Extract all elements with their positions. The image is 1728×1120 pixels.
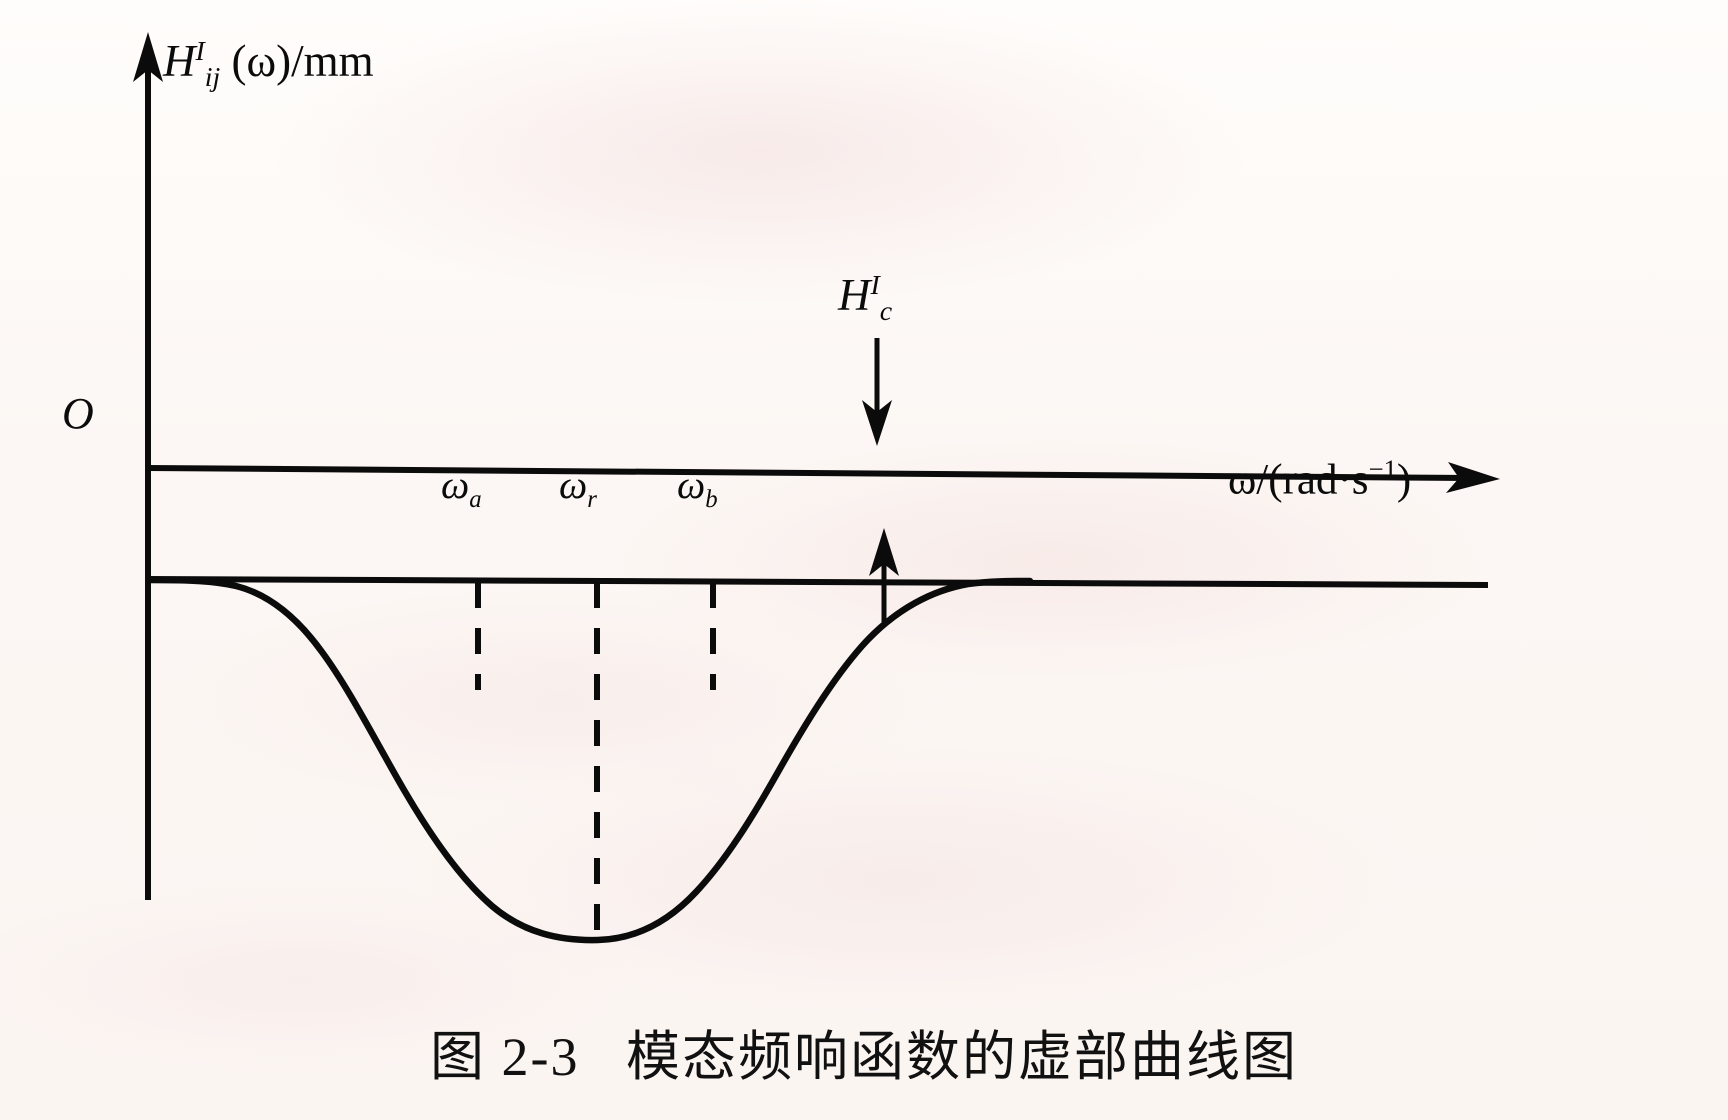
x-axis-label-tail: ) (1396, 456, 1412, 504)
x-axis-label-main: ω/(rad·s (1228, 456, 1369, 504)
y-axis-label-tail: (ω)/mm (220, 36, 374, 86)
origin-label: O (62, 389, 94, 438)
omega-a-sub: a (469, 486, 482, 513)
omega-b-sub: b (705, 486, 718, 513)
y-axis-label-sub: ij (204, 62, 221, 93)
down-arrow-icon (862, 338, 892, 446)
figure-caption: 图 2-3 模态频响函数的虚部曲线图 (430, 1027, 1298, 1087)
tick-label-omega-b: ωb (677, 461, 718, 514)
x-axis-label-sup: −1 (1368, 454, 1397, 484)
x-axis (147, 462, 1500, 493)
x-axis-label: ω/(rad·s−1) (1228, 454, 1412, 504)
x-axis-arrowhead (1446, 462, 1500, 493)
tick-label-omega-a: ωa (441, 461, 482, 514)
omega-r-sub: r (587, 486, 597, 513)
y-axis-label-main: H (163, 36, 196, 86)
hc-label-sup: I (870, 270, 880, 301)
y-axis-label-sup: I (195, 36, 205, 67)
y-axis-label: HIij (ω)/mm (163, 38, 374, 92)
omega-r-main: ω (559, 462, 588, 507)
frf-imaginary-curve (146, 576, 1034, 944)
peak-baseline (147, 576, 1489, 588)
y-axis-arrowhead (133, 32, 163, 82)
half-power-callout-label: HIc (838, 272, 892, 326)
tick-label-omega-r: ωr (559, 461, 597, 514)
omega-a-main: ω (441, 462, 470, 507)
hc-label-sub: c (879, 296, 893, 327)
omega-b-main: ω (677, 462, 706, 507)
up-arrow-icon (869, 528, 899, 622)
y-axis (133, 32, 163, 900)
hc-label-main: H (838, 270, 871, 320)
